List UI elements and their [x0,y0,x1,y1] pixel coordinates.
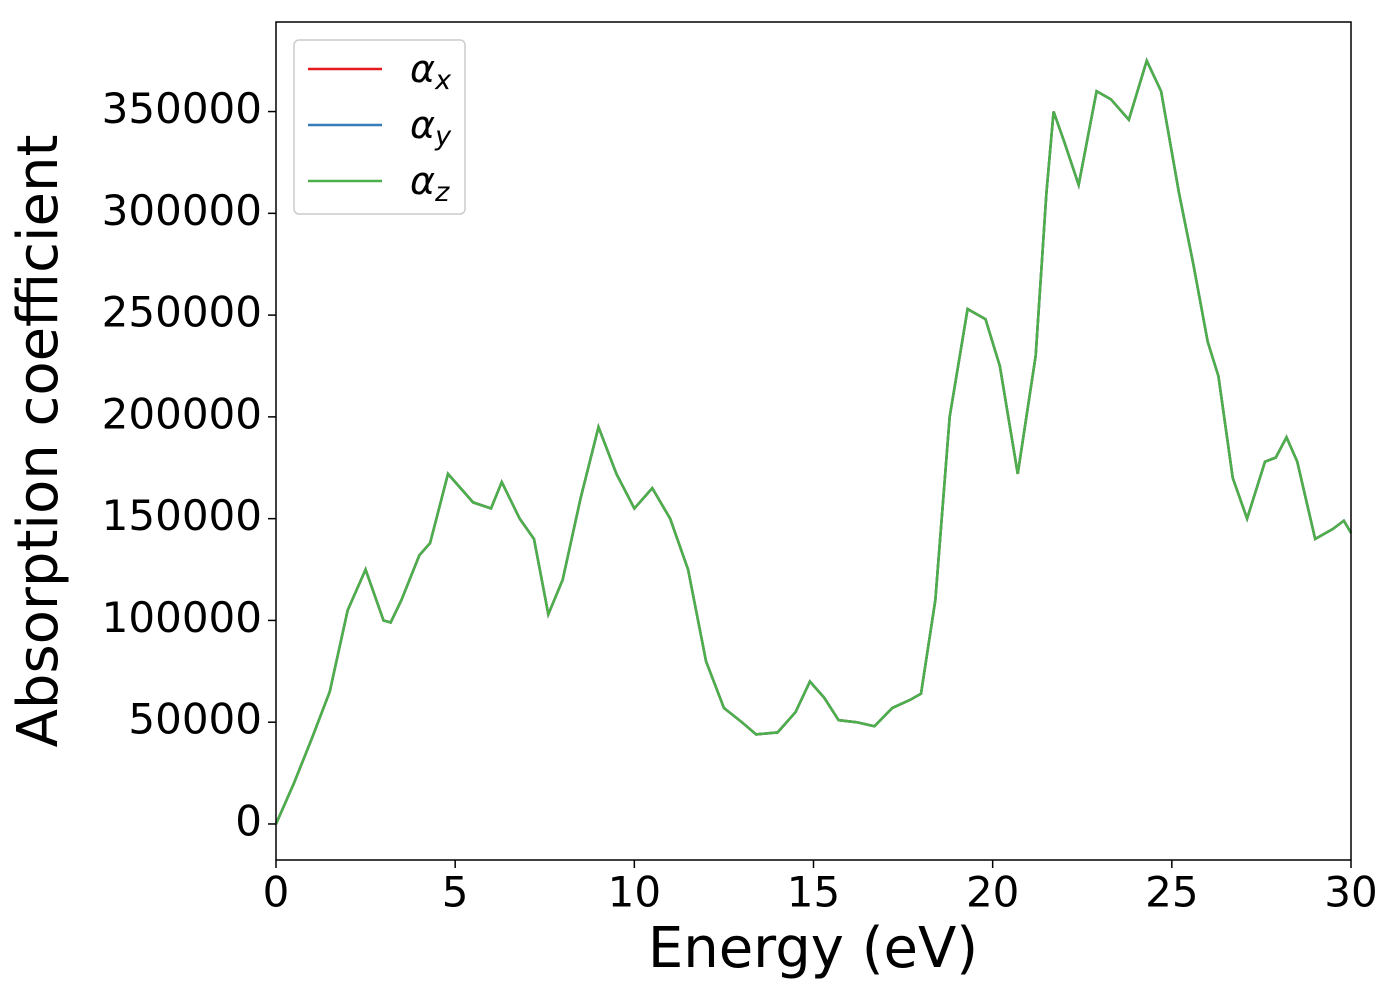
y-tick-label: 50000 [128,695,262,744]
x-tick-label: 5 [442,868,469,917]
legend-label: αx [410,47,452,96]
legend-label: αz [410,159,450,208]
legend-label: αy [410,103,452,152]
legend-box [293,39,466,215]
x-tick-label: 15 [787,868,840,917]
y-tick-label: 100000 [102,593,262,642]
x-axis-label: Energy (eV) [648,916,978,981]
y-tick-label: 300000 [102,186,262,235]
y-tick-label: 150000 [102,491,262,540]
x-tick-label: 25 [1145,868,1198,917]
plot-frame [275,21,1352,861]
x-tick-label: 30 [1324,868,1377,917]
y-tick-label: 250000 [102,288,262,337]
x-tick-label: 10 [608,868,661,917]
x-tick-label: 20 [966,868,1019,917]
line-series [274,57,1353,825]
y-tick-label: 350000 [102,84,262,133]
x-tick-label: 0 [263,868,290,917]
y-axis-label: Absorption coefficient [6,135,71,748]
y-tick-label: 200000 [102,389,262,438]
y-tick-label: 0 [235,796,262,845]
